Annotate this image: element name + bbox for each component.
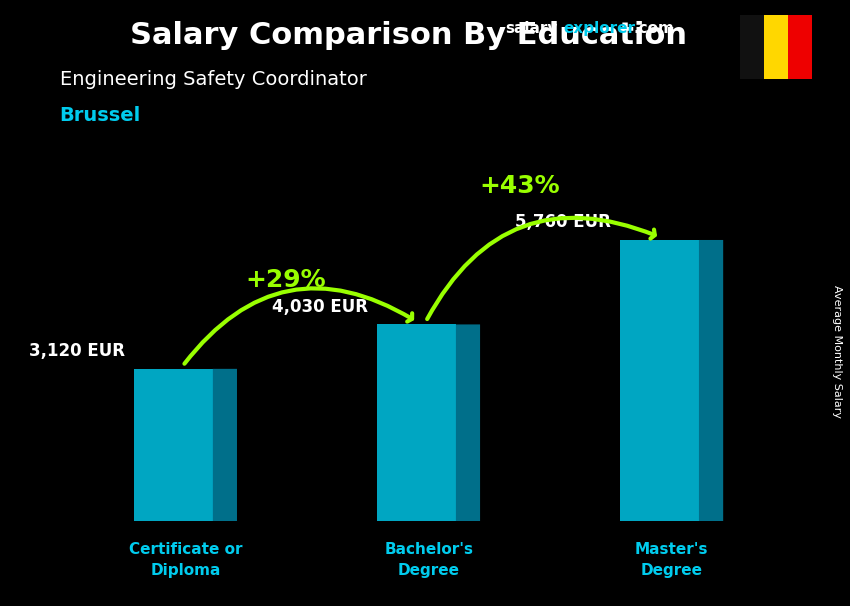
Bar xyxy=(788,15,812,79)
Text: salary: salary xyxy=(506,21,558,36)
Polygon shape xyxy=(134,369,212,521)
Polygon shape xyxy=(699,240,723,521)
Text: Average Monthly Salary: Average Monthly Salary xyxy=(832,285,842,418)
Text: +43%: +43% xyxy=(479,175,559,198)
Polygon shape xyxy=(456,324,480,521)
Text: Engineering Safety Coordinator: Engineering Safety Coordinator xyxy=(60,70,366,88)
Text: Brussel: Brussel xyxy=(60,106,141,125)
Polygon shape xyxy=(377,324,456,521)
Text: .com: .com xyxy=(633,21,674,36)
Text: +29%: +29% xyxy=(246,268,326,293)
Text: Bachelor's
Degree: Bachelor's Degree xyxy=(384,542,473,578)
Text: Salary Comparison By Education: Salary Comparison By Education xyxy=(129,21,687,50)
Text: Master's
Degree: Master's Degree xyxy=(635,542,709,578)
Polygon shape xyxy=(620,240,699,521)
Polygon shape xyxy=(212,369,237,521)
Text: 4,030 EUR: 4,030 EUR xyxy=(272,298,368,316)
Text: 3,120 EUR: 3,120 EUR xyxy=(29,342,125,360)
Bar xyxy=(763,15,788,79)
Bar xyxy=(740,15,763,79)
Text: 5,760 EUR: 5,760 EUR xyxy=(515,213,611,231)
Text: explorer: explorer xyxy=(564,21,636,36)
Text: Certificate or
Diploma: Certificate or Diploma xyxy=(129,542,242,578)
